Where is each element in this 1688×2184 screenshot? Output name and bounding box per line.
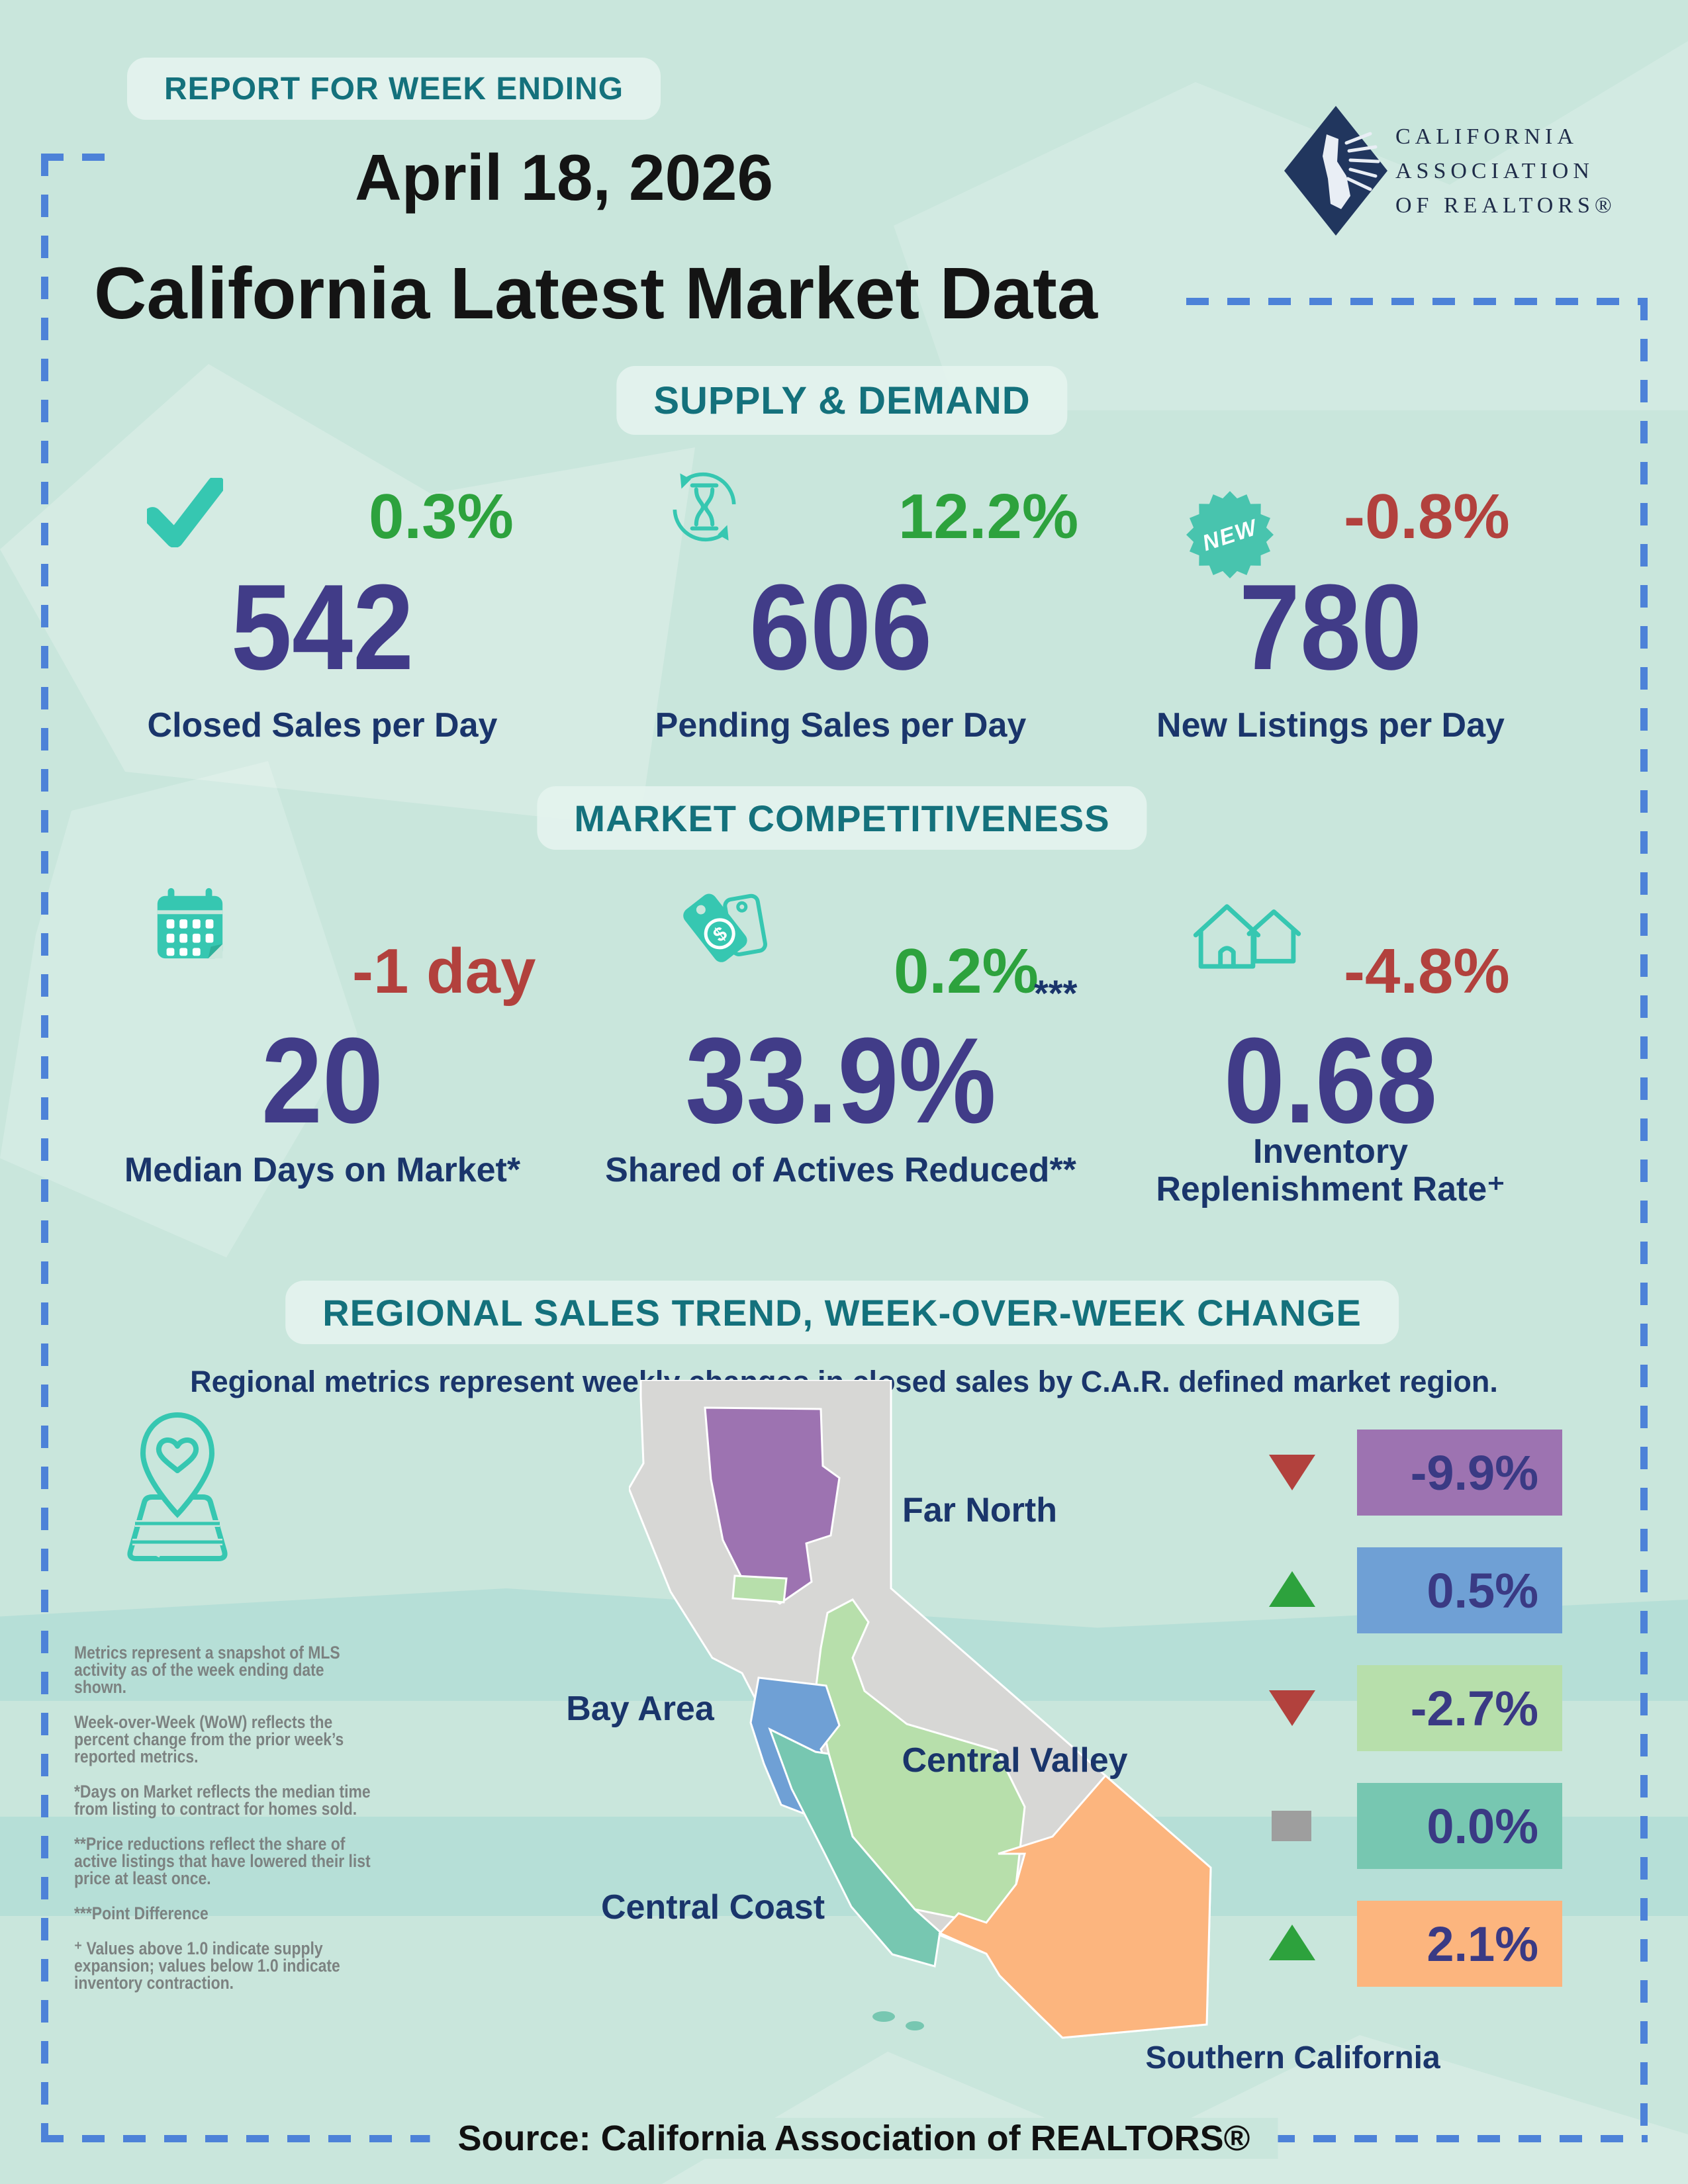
map-label-central-coast: Central Coast xyxy=(600,1888,825,1927)
new-badge-icon: NEW xyxy=(1186,491,1274,578)
map-label-far-north: Far North xyxy=(902,1491,1057,1529)
footnote-wow: Week-over-Week (WoW) reflects the percen… xyxy=(74,1712,344,1766)
map-channel-island xyxy=(906,2021,924,2030)
inventory-rate-value: 0.68 xyxy=(1223,1012,1438,1148)
days-on-market-label: Median Days on Market* xyxy=(124,1151,521,1189)
pending-sales-value: 606 xyxy=(749,559,933,695)
footnote-price-reductions: **Price reductions reflect the share of … xyxy=(74,1834,371,1888)
pending-sales-change: 12.2% xyxy=(898,481,1079,552)
border-left-dashes xyxy=(41,154,48,2140)
report-week-pill: REPORT FOR WEEK ENDING xyxy=(127,58,661,120)
report-week-label: REPORT FOR WEEK ENDING xyxy=(164,71,624,107)
calendar-icon xyxy=(157,887,223,959)
regional-heading: REGIONAL SALES TREND, WEEK-OVER-WEEK CHA… xyxy=(322,1291,1362,1334)
inventory-rate-change: -4.8% xyxy=(1344,936,1510,1007)
footnote-replenishment: ⁺ Values above 1.0 indicate supply expan… xyxy=(74,1938,340,1993)
closed-sales-label: Closed Sales per Day xyxy=(147,706,498,745)
map-region-central-coast xyxy=(768,1727,941,1968)
supply-demand-heading: SUPPLY & DEMAND xyxy=(653,379,1031,422)
pending-cycle-icon xyxy=(673,472,736,542)
new-listings-label: New Listings per Day xyxy=(1156,706,1505,745)
closed-sales-change: 0.3% xyxy=(369,481,514,552)
inventory-rate-label: Inventory Replenishment Rate⁺ xyxy=(1156,1132,1505,1208)
border-top-left-dashes xyxy=(41,154,115,161)
legend-value-far-north: -9.9% xyxy=(1357,1430,1562,1516)
map-pin-heart-icon xyxy=(127,1412,228,1561)
days-on-market-value: 20 xyxy=(261,1012,384,1148)
footnotes: Metrics represent a snapshot of MLS acti… xyxy=(74,1644,502,2009)
map-region-valley-patch xyxy=(731,1574,788,1604)
legend-row-central-coast: 0.0% xyxy=(1261,1783,1566,1869)
logo-line3: OF REALTORS® xyxy=(1395,193,1617,218)
competitiveness-heading: MARKET COMPETITIVENESS xyxy=(574,797,1110,839)
map-region-southern-california xyxy=(938,1774,1212,2039)
new-listings-change: -0.8% xyxy=(1344,481,1510,552)
report-date: April 18, 2026 xyxy=(355,141,773,214)
border-top-right-dashes xyxy=(1186,298,1648,305)
california-region-map xyxy=(629,1380,1212,2039)
pending-sales-label: Pending Sales per Day xyxy=(655,706,1027,745)
border-right-dashes xyxy=(1640,298,1648,2142)
footnote-point-difference: ***Point Difference xyxy=(74,1903,209,1923)
legend-value-southern-california: 2.1% xyxy=(1357,1901,1562,1987)
source-line: Source: California Association of REALTO… xyxy=(430,2118,1278,2159)
flat-square-icon xyxy=(1272,1811,1311,1841)
legend-value-bay-area: 0.5% xyxy=(1357,1547,1562,1633)
up-triangle-icon xyxy=(1269,1571,1315,1607)
up-triangle-icon xyxy=(1269,1925,1315,1960)
logo-line1: CALIFORNIA xyxy=(1395,124,1578,149)
legend-row-far-north: -9.9% xyxy=(1261,1430,1566,1516)
price-tags-icon: $ xyxy=(683,893,767,962)
regional-heading-pill: REGIONAL SALES TREND, WEEK-OVER-WEEK CHA… xyxy=(285,1281,1399,1344)
legend-row-bay-area: 0.5% xyxy=(1261,1547,1566,1633)
houses-icon xyxy=(1193,904,1301,969)
actives-reduced-change: 0.2% xyxy=(894,936,1039,1007)
map-channel-island xyxy=(872,2011,895,2022)
down-triangle-icon xyxy=(1269,1455,1315,1490)
competitiveness-heading-pill: MARKET COMPETITIVENESS xyxy=(537,786,1147,850)
footnote-snapshot: Metrics represent a snapshot of MLS acti… xyxy=(74,1643,340,1697)
car-logo-icon xyxy=(1284,106,1387,236)
down-triangle-icon xyxy=(1269,1690,1315,1726)
page-title: California Latest Market Data xyxy=(94,253,1098,334)
legend-value-central-coast: 0.0% xyxy=(1357,1783,1562,1869)
actives-reduced-label: Shared of Actives Reduced** xyxy=(605,1151,1076,1189)
new-listings-value: 780 xyxy=(1239,559,1423,695)
closed-sales-value: 542 xyxy=(230,559,414,695)
map-label-southern-california: Southern California xyxy=(1145,2040,1440,2075)
legend-row-southern-california: 2.1% xyxy=(1261,1901,1566,1987)
map-region-far-north xyxy=(704,1406,841,1605)
footnote-days-on-market: *Days on Market reflects the median time… xyxy=(74,1782,371,1819)
legend-row-central-valley: -2.7% xyxy=(1261,1665,1566,1751)
actives-reduced-value: 33.9% xyxy=(685,1012,996,1148)
check-icon xyxy=(147,478,223,547)
days-on-market-change: -1 day xyxy=(352,936,536,1007)
map-label-central-valley: Central Valley xyxy=(902,1741,1128,1780)
actives-reduced-note: *** xyxy=(1034,972,1078,1014)
logo-line2: ASSOCIATION xyxy=(1395,159,1594,183)
map-label-bay-area: Bay Area xyxy=(566,1690,714,1728)
supply-demand-heading-pill: SUPPLY & DEMAND xyxy=(616,366,1068,435)
legend-value-central-valley: -2.7% xyxy=(1357,1665,1562,1751)
